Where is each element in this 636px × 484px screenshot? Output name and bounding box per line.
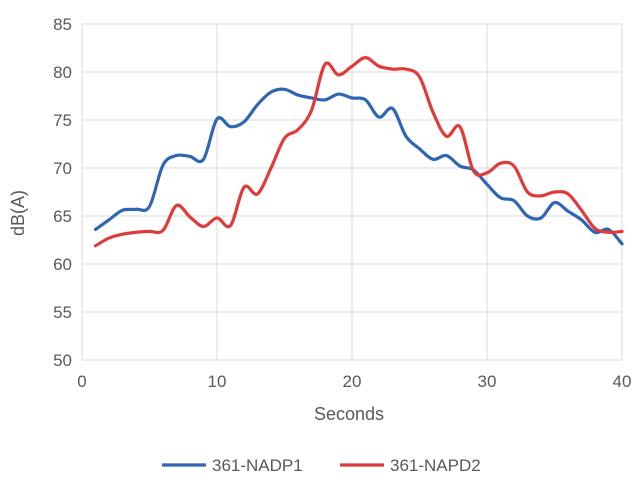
legend: 361-NADP1 361-NAPD2 [162, 456, 481, 475]
y-tick-label: 75 [53, 111, 72, 130]
legend-label-2: 361-NAPD2 [390, 456, 481, 475]
x-tick-label: 40 [613, 372, 632, 391]
y-tick-label: 80 [53, 63, 72, 82]
x-axis-title: Seconds [314, 404, 384, 424]
y-tick-label: 70 [53, 159, 72, 178]
x-tick-label: 30 [478, 372, 497, 391]
y-tick-label: 60 [53, 255, 72, 274]
x-tick-label: 0 [77, 372, 86, 391]
y-tick-label: 55 [53, 303, 72, 322]
y-tick-label: 50 [53, 351, 72, 370]
y-axis-title: dB(A) [8, 190, 28, 236]
x-tick-label: 20 [343, 372, 362, 391]
axes: 50 55 60 65 70 75 80 85 0 10 20 30 40 [53, 15, 631, 391]
legend-label-1: 361-NADP1 [212, 456, 303, 475]
y-tick-label: 65 [53, 207, 72, 226]
y-tick-label: 85 [53, 15, 72, 34]
gridlines [81, 23, 623, 361]
x-tick-label: 10 [208, 372, 227, 391]
series-line-2 [93, 56, 624, 248]
series-line-1 [93, 87, 624, 246]
series-lines [93, 56, 624, 248]
